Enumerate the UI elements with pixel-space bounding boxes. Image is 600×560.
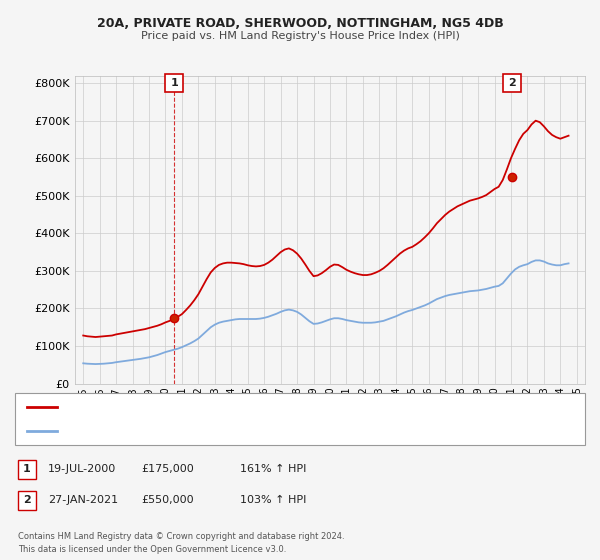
Text: 1: 1 (170, 78, 178, 88)
Text: HPI: Average price, detached house, City of Nottingham: HPI: Average price, detached house, City… (64, 426, 343, 436)
Text: 2: 2 (23, 495, 31, 505)
Text: 20A, PRIVATE ROAD, SHERWOOD, NOTTINGHAM, NG5 4DB: 20A, PRIVATE ROAD, SHERWOOD, NOTTINGHAM,… (97, 17, 503, 30)
Text: 27-JAN-2021: 27-JAN-2021 (48, 495, 118, 505)
Text: 20A, PRIVATE ROAD, SHERWOOD, NOTTINGHAM, NG5 4DB (detached house): 20A, PRIVATE ROAD, SHERWOOD, NOTTINGHAM,… (64, 402, 446, 412)
Text: 103% ↑ HPI: 103% ↑ HPI (240, 495, 307, 505)
Text: Price paid vs. HM Land Registry's House Price Index (HPI): Price paid vs. HM Land Registry's House … (140, 31, 460, 41)
Text: 2: 2 (508, 78, 516, 88)
Text: 19-JUL-2000: 19-JUL-2000 (48, 464, 116, 474)
Text: 1: 1 (23, 464, 31, 474)
Text: £175,000: £175,000 (141, 464, 194, 474)
Text: £550,000: £550,000 (141, 495, 194, 505)
Text: Contains HM Land Registry data © Crown copyright and database right 2024.
This d: Contains HM Land Registry data © Crown c… (18, 532, 344, 553)
Text: 161% ↑ HPI: 161% ↑ HPI (240, 464, 307, 474)
